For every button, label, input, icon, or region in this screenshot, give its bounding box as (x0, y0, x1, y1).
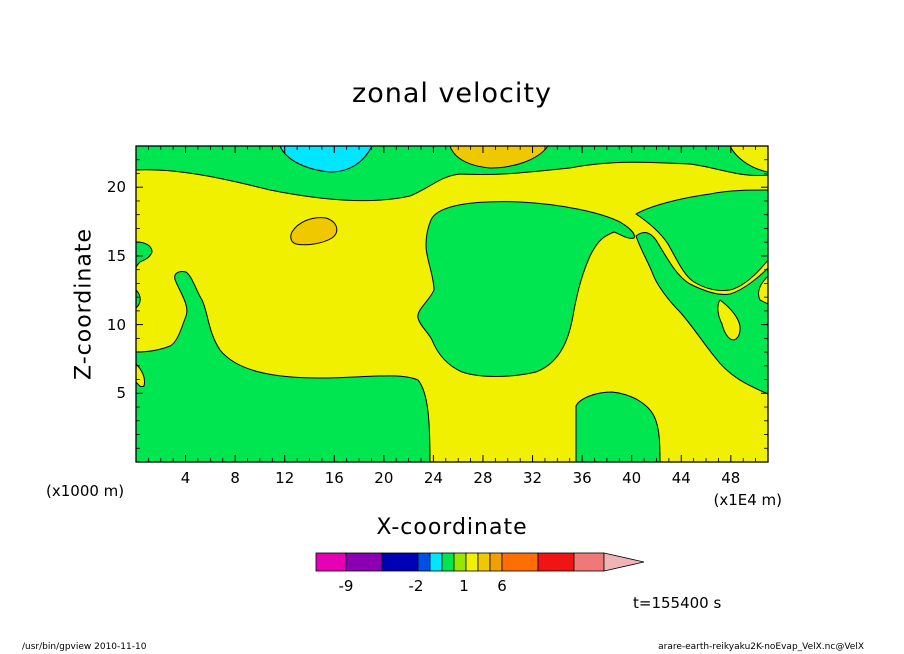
colorbar-swatch (489, 552, 503, 572)
x-tick-label: 8 (230, 469, 240, 487)
x-axis-ticks (147, 146, 757, 462)
y-axis-ticks (136, 159, 768, 449)
colorbar-label: 6 (497, 577, 507, 595)
contour-region-green-left-blob (136, 289, 141, 309)
y-tick-label: 15 (106, 246, 126, 265)
y-tick-label: 20 (106, 178, 126, 197)
contour-region-green-right (635, 160, 768, 462)
x-tick-label: 4 (180, 469, 191, 487)
colorbar-label: -9 (338, 577, 354, 595)
x-tick-label: 44 (671, 469, 691, 487)
contour-region-light-orange-top (449, 146, 549, 169)
colorbar-label: 1 (459, 577, 469, 595)
colorbar-swatch (417, 552, 431, 572)
x-tick-label: 48 (721, 469, 741, 487)
colorbar-swatch (441, 552, 455, 572)
contour-region-green-left-blob (136, 241, 153, 269)
colorbar-arrow (603, 552, 645, 572)
time-label: t=155400 s (633, 594, 722, 612)
x-tick-label: 28 (473, 469, 493, 487)
contour-region-yellow-top-right (729, 146, 768, 173)
plot-frame (135, 145, 769, 463)
y-tick-label: 5 (116, 384, 126, 403)
colorbar-swatch (477, 552, 491, 572)
contour-region-yellow-right-pocket (717, 299, 741, 341)
contour-region-green-right-upper (635, 189, 768, 291)
contour-layer (136, 146, 768, 462)
x-tick-label: 16 (324, 469, 344, 487)
colorbar-swatch (345, 552, 383, 572)
contour-region-green-center (417, 201, 635, 377)
x-tick-label: 40 (622, 469, 642, 487)
y-tick-label: 10 (106, 315, 126, 334)
contour-region-green-bottom-mid (575, 391, 661, 462)
colorbar-swatch (537, 552, 575, 572)
colorbar-swatch (429, 552, 443, 572)
colorbar-label: -2 (408, 577, 424, 595)
colorbar-swatch (573, 552, 605, 572)
contour-region-yellow-left-blob (136, 363, 145, 387)
x-axis-label: X-coordinate (376, 515, 528, 540)
x-tick-label: 32 (523, 469, 543, 487)
x-unit-label: (x1000 m) (46, 482, 125, 500)
contour-region-green-bottom-left (136, 271, 431, 462)
x-tick-label: 20 (374, 469, 394, 487)
colorbar (315, 552, 645, 572)
x-multiplier-label: (x1E4 m) (713, 491, 782, 509)
colorbar-swatch (465, 552, 479, 572)
chart-title: zonal velocity (352, 78, 552, 109)
x-tick-label: 24 (423, 469, 443, 487)
y-axis-label: Z-coordinate (71, 228, 97, 380)
colorbar-swatch (315, 552, 347, 572)
colorbar-swatch (453, 552, 467, 572)
colorbar-swatch (501, 552, 539, 572)
x-tick-label: 12 (275, 469, 295, 487)
x-tick-label: 36 (572, 469, 592, 487)
contour-region-cyan (279, 146, 373, 173)
footer-left-text: /usr/bin/gpview 2010-11-10 (22, 642, 147, 652)
contour-region-light-orange-blob (290, 217, 338, 246)
colorbar-swatch (381, 552, 419, 572)
footer-right-text: arare-earth-reikyaku2K-noEvap_VelX.nc@Ve… (658, 642, 864, 652)
